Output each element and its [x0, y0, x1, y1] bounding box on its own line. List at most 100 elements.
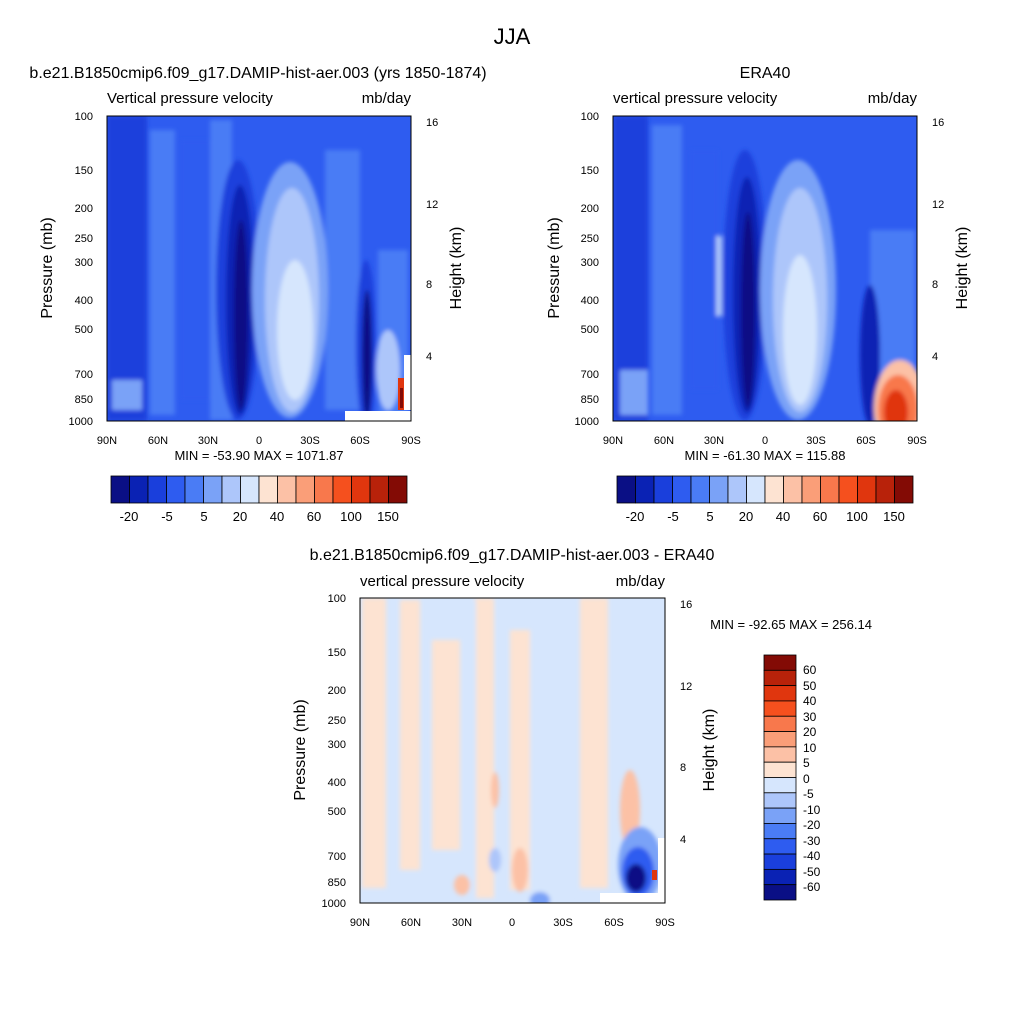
panel-model-y-tick: 200: [75, 203, 93, 215]
panel-model-y2-tick: 12: [426, 199, 438, 211]
panel-model-colorbar-label: 40: [270, 509, 284, 524]
panel-diff-colorbar-label: 10: [803, 741, 817, 755]
panel-model-x-tick: 30S: [300, 435, 320, 447]
panel-diff-y-tick: 250: [328, 715, 346, 727]
colorbar-swatch: [351, 475, 371, 504]
panel-era40-y-tick: 500: [581, 324, 599, 336]
panel-era40-x-ticks: 90N 60N 30N 0 30S 60S 90S: [603, 435, 927, 447]
panel-era40-colorbar-label: -20: [626, 509, 645, 524]
panel-diff-stats: MIN = -92.65 MAX = 256.14: [710, 617, 872, 632]
panel-diff-colorbar-label: 0: [803, 772, 810, 786]
colorbar-swatch: [763, 654, 797, 671]
colorbar-swatch: [690, 475, 710, 504]
colorbar-swatch: [277, 475, 297, 504]
colorbar-swatch: [727, 475, 747, 504]
colorbar-swatch: [764, 475, 784, 504]
panel-model-y-tick: 700: [75, 369, 93, 381]
colorbar-swatch: [763, 669, 797, 687]
colorbar-swatch: [240, 475, 260, 504]
panel-diff-colorbar-label: 5: [803, 756, 810, 770]
panel-era40-y-tick: 400: [581, 295, 599, 307]
colorbar-swatch: [166, 475, 186, 504]
colorbar-swatch: [857, 475, 877, 504]
panel-model-x-tick: 30N: [198, 435, 218, 447]
panel-diff-y-tick: 150: [328, 647, 346, 659]
panel-model-y-tick: 400: [75, 295, 93, 307]
colorbar-swatch: [221, 475, 241, 504]
panel-era40-y2label: Height (km): [954, 227, 971, 310]
panel-model-y-tick: 150: [75, 165, 93, 177]
panel-diff-subtitle-right: mb/day: [616, 573, 666, 590]
panel-diff-colorbar-label: 40: [803, 694, 817, 708]
colorbar-swatch: [763, 746, 797, 763]
panel-model-stats: MIN = -53.90 MAX = 1071.87: [174, 448, 343, 463]
panel-diff-colorbar-label: -30: [803, 834, 821, 848]
colorbar-swatch: [635, 475, 655, 504]
panel-era40-y-tick: 100: [581, 111, 599, 123]
colorbar-swatch: [332, 475, 352, 504]
panel-diff-field: [360, 598, 665, 903]
colorbar-swatch: [763, 807, 797, 824]
panel-model-subtitle-right: mb/day: [362, 90, 412, 107]
panel-model-x-tick: 90N: [97, 435, 117, 447]
colorbar-swatch: [258, 475, 278, 504]
panel-diff-colorbar-label: -60: [803, 880, 821, 894]
panel-era40-y2-tick: 4: [932, 351, 938, 363]
panel-diff-colorbar-label: -50: [803, 865, 821, 879]
panel-model-colorbar-label: 100: [340, 509, 362, 524]
colorbar-swatch: [763, 731, 797, 748]
colorbar-swatch: [894, 475, 914, 504]
panel-model-subtitle-left: Vertical pressure velocity: [107, 90, 273, 107]
panel-model-x-tick: 90S: [401, 435, 421, 447]
colorbar-swatch: [709, 475, 729, 504]
panel-model-title: b.e21.B1850cmip6.f09_g17.DAMIP-hist-aer.…: [29, 65, 486, 82]
colorbar-swatch: [616, 475, 636, 504]
panel-diff-x-tick: 60S: [604, 917, 624, 929]
panel-model-y-tick: 500: [75, 324, 93, 336]
panel-model-x-tick: 0: [256, 435, 262, 447]
colorbar-swatch: [838, 475, 858, 504]
panel-era40-y-tick: 300: [581, 257, 599, 269]
panel-diff: b.e21.B1850cmip6.f09_g17.DAMIP-hist-aer.…: [292, 547, 872, 929]
panel-diff-y-tick: 300: [328, 739, 346, 751]
panel-diff-x-tick: 30S: [553, 917, 573, 929]
panel-era40-colorbar-label: 100: [846, 509, 868, 524]
panel-model-x-ticks: 90N 60N 30N 0 30S 60S 90S: [97, 435, 421, 447]
panel-era40-colorbar-label: 5: [706, 509, 713, 524]
panel-model-y-tick: 1000: [69, 416, 93, 428]
colorbar-swatch: [763, 853, 797, 870]
panel-era40: ERA40 vertical pressure velocity mb/day: [546, 65, 971, 524]
panel-diff-x-tick: 90N: [350, 917, 370, 929]
panel-model-colorbar-label: 60: [307, 509, 321, 524]
colorbar-swatch: [653, 475, 673, 504]
panel-model-y-ticks: 100 150 200 250 300 400 500 700 850 1000: [69, 111, 93, 428]
panel-model-y2-tick: 8: [426, 279, 432, 291]
panel-diff-x-tick: 90S: [655, 917, 675, 929]
panel-era40-ylabel: Pressure (mb): [546, 217, 563, 318]
panel-era40-y-ticks: 100 150 200 250 300 400 500 700 850 1000: [575, 111, 599, 428]
panel-model-ylabel: Pressure (mb): [39, 217, 56, 318]
panel-model-y2-ticks: 16 12 8 4: [426, 117, 438, 363]
panel-diff-y-tick: 100: [328, 593, 346, 605]
panel-diff-y2-tick: 8: [680, 762, 686, 774]
panel-diff-x-tick: 60N: [401, 917, 421, 929]
panel-era40-x-tick: 60S: [856, 435, 876, 447]
colorbar-swatch: [203, 475, 223, 504]
panel-diff-colorbar-label: 30: [803, 710, 817, 724]
panel-diff-y2-tick: 4: [680, 834, 686, 846]
colorbar-swatch: [129, 475, 149, 504]
panel-diff-y2-tick: 12: [680, 681, 692, 693]
panel-diff-title: b.e21.B1850cmip6.f09_g17.DAMIP-hist-aer.…: [310, 547, 715, 564]
colorbar-swatch: [763, 884, 797, 901]
panel-era40-x-tick: 0: [762, 435, 768, 447]
colorbar-swatch: [672, 475, 692, 504]
panel-model-colorbar-label: 20: [233, 509, 247, 524]
panel-diff-colorbar: [763, 654, 797, 901]
colorbar-swatch: [746, 475, 766, 504]
panel-diff-y2-ticks: 16 12 8 4: [680, 599, 692, 846]
colorbar-swatch: [763, 685, 797, 702]
panel-diff-y2-tick: 16: [680, 599, 692, 611]
panel-era40-colorbar-label: 60: [813, 509, 827, 524]
colorbar-swatch: [875, 475, 895, 504]
colorbar-swatch: [369, 475, 389, 504]
